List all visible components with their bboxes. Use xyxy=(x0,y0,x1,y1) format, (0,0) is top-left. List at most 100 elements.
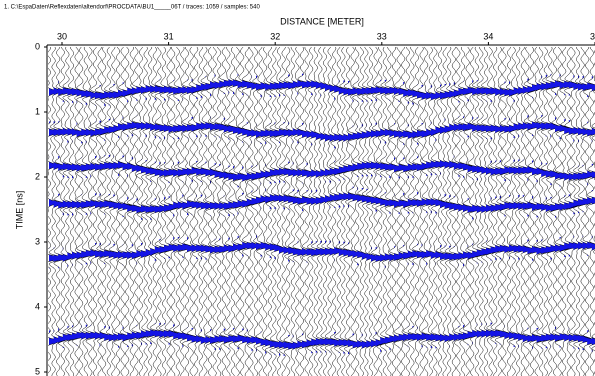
reflector-fill xyxy=(444,118,453,140)
reflector-fill xyxy=(440,193,448,215)
y-axis-title: TIME [ns] xyxy=(14,191,24,230)
reflector-fill xyxy=(486,322,494,344)
reflector-fill xyxy=(398,123,406,145)
reflector-fill xyxy=(463,197,471,219)
reflector-fill xyxy=(159,162,168,183)
trace xyxy=(85,46,102,376)
trace xyxy=(306,46,322,376)
reflector-fill xyxy=(384,122,394,144)
trace xyxy=(117,46,134,376)
trace xyxy=(333,46,350,376)
trace xyxy=(568,46,585,376)
reflector-fill xyxy=(173,162,181,183)
reflector-fill xyxy=(371,246,379,268)
reflector-fill xyxy=(136,158,144,179)
reflector-fill xyxy=(504,160,514,181)
reflector-fill xyxy=(131,115,141,137)
reflector-fill xyxy=(210,75,219,96)
reflector-fill xyxy=(375,80,385,101)
x-tick-label: 30 xyxy=(57,31,67,41)
reflector-fill xyxy=(578,234,586,256)
trace xyxy=(527,46,544,376)
reflector-fill xyxy=(380,331,390,352)
reflector-fill xyxy=(164,197,174,219)
reflector-fill xyxy=(449,83,458,104)
reflector-fill xyxy=(559,196,567,218)
trace xyxy=(485,46,502,376)
reflector-fill xyxy=(214,329,224,351)
trace xyxy=(182,46,199,376)
reflector-fill xyxy=(495,118,503,140)
reflector-fill xyxy=(504,324,512,346)
reflector-fill xyxy=(210,239,218,260)
trace xyxy=(518,46,534,376)
reflector-fill xyxy=(449,154,457,176)
reflector-fill xyxy=(118,244,126,266)
reflector-fill xyxy=(430,121,439,143)
reflector-fill xyxy=(223,165,232,186)
reflector-fill xyxy=(76,194,84,216)
reflector-fill xyxy=(256,235,265,257)
traces xyxy=(48,46,595,376)
reflector-fill xyxy=(260,164,269,186)
reflector-fill xyxy=(591,189,595,211)
reflector-fill xyxy=(72,194,81,216)
reflector-fill xyxy=(481,160,489,181)
reflector-fill xyxy=(325,188,333,210)
reflector-fill xyxy=(150,79,158,100)
reflector-fill xyxy=(260,189,269,210)
reflector-fill xyxy=(527,160,536,181)
reflector-fill xyxy=(104,85,114,106)
reflector-fill xyxy=(154,117,164,139)
trace xyxy=(540,46,558,376)
reflector-fill xyxy=(513,117,523,138)
reflector-fill xyxy=(265,123,274,145)
trace xyxy=(421,46,438,376)
trace xyxy=(200,46,217,376)
reflector-fill xyxy=(380,122,388,144)
reflector-fill xyxy=(53,121,63,143)
reflector-fill xyxy=(191,160,201,182)
reflector-fill xyxy=(564,166,572,187)
reflector-fill xyxy=(311,190,320,211)
reflector-fill xyxy=(582,76,592,97)
reflector-fill xyxy=(246,166,255,188)
reflector-fill xyxy=(389,246,397,268)
reflector-fill xyxy=(214,195,222,217)
trace xyxy=(48,46,60,374)
reflector-fill xyxy=(311,163,319,184)
reflector-fill xyxy=(67,121,77,143)
reflector-fill xyxy=(421,155,429,177)
reflector-fill xyxy=(76,122,85,144)
reflector-fill xyxy=(297,73,306,95)
reflector-fill xyxy=(453,116,462,138)
trace xyxy=(522,46,539,376)
reflector-fill xyxy=(499,81,508,103)
trace xyxy=(407,46,424,376)
reflector-fill xyxy=(256,123,264,145)
reflector-fill xyxy=(297,162,305,184)
reflector-fill xyxy=(251,235,259,257)
reflector-fill xyxy=(182,326,191,348)
trace xyxy=(508,46,525,376)
reflector-fill xyxy=(200,116,209,137)
reflector-fill xyxy=(237,120,245,142)
reflector-fill xyxy=(81,324,89,346)
trace xyxy=(255,46,272,376)
reflector-fill xyxy=(366,123,374,145)
reflector-fill xyxy=(251,122,259,144)
reflector-fill xyxy=(467,80,477,102)
reflector-fill xyxy=(555,237,563,259)
reflector-fill xyxy=(320,75,329,97)
trace xyxy=(352,46,369,376)
reflector-fill xyxy=(127,81,136,103)
reflector-fill xyxy=(587,121,595,143)
trace xyxy=(228,46,245,376)
reflector-fill xyxy=(518,195,528,216)
reflector-fill xyxy=(417,326,425,348)
reflector-fill xyxy=(72,245,80,267)
reflector-fill xyxy=(196,328,204,350)
reflector-fill xyxy=(366,333,374,355)
reflector-fill xyxy=(453,326,461,348)
trace xyxy=(379,46,396,376)
